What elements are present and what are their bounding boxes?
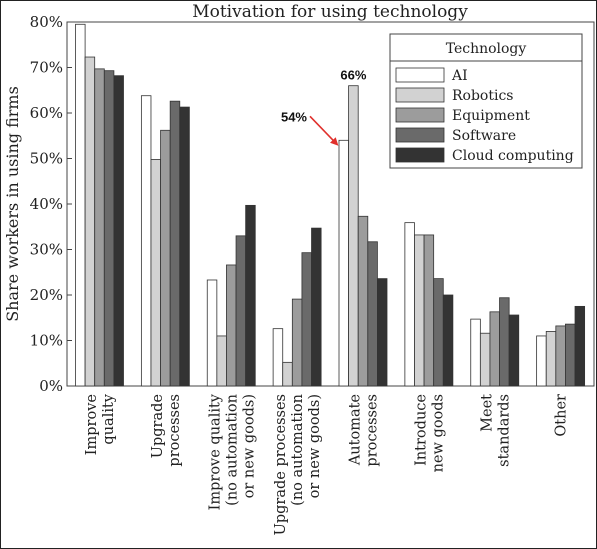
y-tick-label: 10% <box>30 332 63 350</box>
bar <box>291 298 303 387</box>
legend-entry: Software <box>452 128 516 144</box>
bar <box>357 215 369 387</box>
x-tick-label: Meet <box>479 394 495 432</box>
bar <box>84 56 96 387</box>
bar <box>348 85 359 387</box>
x-tick-label: Other <box>554 394 570 437</box>
bar <box>338 139 350 387</box>
y-tick-label: 50% <box>30 150 63 168</box>
y-tick-label: 60% <box>30 104 63 122</box>
x-tick-labels: Improve quality Upgrade processes Improve qu… <box>84 393 570 535</box>
axes: 0% 10% 20% 30% 40% 50% 60% 70% 80% <box>30 13 595 395</box>
x-tick-group: Meet standards <box>479 394 512 467</box>
bar <box>216 335 227 387</box>
bar <box>536 335 547 387</box>
legend-entry: AI <box>451 68 468 84</box>
bar <box>245 204 256 387</box>
legend-swatch <box>395 87 445 103</box>
x-tick-group: Upgrade processes (no automation or new go… <box>273 394 323 535</box>
legend-swatch <box>395 107 445 123</box>
bar <box>376 278 388 387</box>
x-tick-group: Improve quality (no automation or new good… <box>207 393 257 510</box>
bar <box>479 332 491 387</box>
bar <box>311 227 322 387</box>
y-tick-label: 20% <box>30 286 63 304</box>
x-tick-label: or new goods) <box>307 394 323 498</box>
bar <box>272 328 284 387</box>
legend-swatch <box>395 147 445 163</box>
bar <box>565 323 576 387</box>
bar <box>169 100 181 387</box>
bar <box>226 264 237 387</box>
bar <box>113 75 124 387</box>
y-tick-label: 40% <box>30 195 63 213</box>
x-tick-group: Introduce new goods <box>413 394 446 472</box>
x-tick-label: Improve quality <box>207 393 223 510</box>
bar <box>414 234 425 387</box>
x-tick-group: Upgrade processes <box>150 394 183 467</box>
chart-title: Motivation for using technology <box>192 2 468 22</box>
legend-entry: Cloud computing <box>452 148 574 164</box>
bar <box>489 311 500 387</box>
bar <box>499 297 510 387</box>
bar <box>442 294 454 387</box>
bar <box>367 241 378 387</box>
bar <box>574 305 586 387</box>
x-tick-label: processes <box>167 394 183 467</box>
annotation-label: 66% <box>340 68 366 83</box>
bar <box>235 235 247 387</box>
annotations: 66% 54% <box>281 68 367 146</box>
x-tick-label: quality <box>101 393 117 444</box>
bar <box>75 23 86 387</box>
bar <box>545 330 557 387</box>
bar <box>433 278 444 387</box>
x-tick-label: Improve <box>84 394 100 455</box>
y-tick-label: 70% <box>30 59 63 77</box>
bar <box>282 361 293 387</box>
legend: Technology AI Robotics Equipment Software Clo… <box>389 33 583 169</box>
x-tick-group: Improve quality <box>84 393 117 455</box>
bar <box>103 70 115 387</box>
x-tick-group: Automate processes <box>348 394 381 467</box>
x-tick-label: Introduce <box>413 394 429 466</box>
bar <box>508 314 520 387</box>
legend-entry: Equipment <box>452 108 530 124</box>
bar <box>140 95 152 387</box>
bars <box>75 23 586 387</box>
annotation-arrow <box>309 115 339 146</box>
bar <box>179 106 190 387</box>
x-tick-label: standards <box>496 394 512 467</box>
bar <box>470 318 481 387</box>
legend-swatch <box>395 127 445 143</box>
y-axis-label: Share workers in using firms <box>3 86 22 322</box>
x-tick-label: or new goods) <box>241 394 257 498</box>
bar <box>301 252 312 387</box>
bar <box>94 68 105 387</box>
x-tick-label: (no automation <box>224 394 240 506</box>
x-tick-label: Automate <box>348 394 364 466</box>
x-tick-label: (no automation <box>290 394 306 506</box>
x-tick-label: Upgrade processes <box>273 394 289 535</box>
y-tick-label: 30% <box>30 241 63 259</box>
bar <box>206 279 218 387</box>
x-tick-label: Upgrade <box>150 394 166 458</box>
y-tick-label: 0% <box>39 377 63 395</box>
bar <box>160 129 171 387</box>
legend-entry: Robotics <box>452 88 514 104</box>
x-tick-label: processes <box>365 394 381 467</box>
bar <box>150 159 161 387</box>
y-tick-label: 80% <box>30 13 63 31</box>
x-tick-label: new goods <box>430 394 446 472</box>
bar <box>423 234 435 387</box>
x-tick-group: Other <box>554 394 570 437</box>
legend-title: Technology <box>446 41 527 57</box>
bar <box>404 222 415 387</box>
bar <box>555 325 566 387</box>
legend-swatch <box>395 67 445 83</box>
annotation-label: 54% <box>281 109 307 124</box>
